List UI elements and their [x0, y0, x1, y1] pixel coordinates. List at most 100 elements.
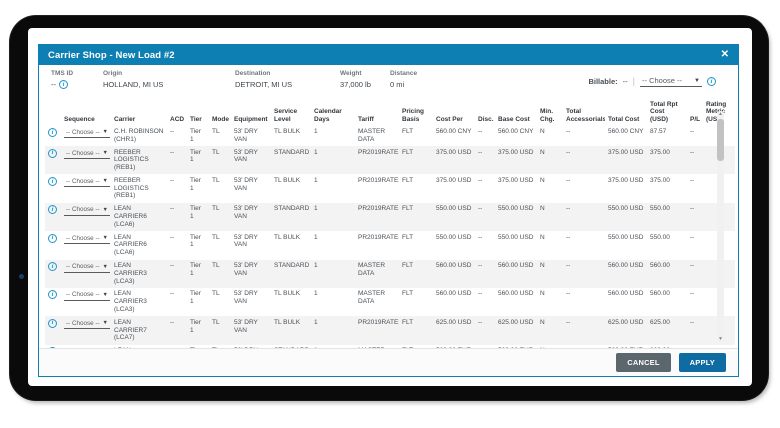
cell-acd: --	[167, 345, 187, 348]
row-info-icon[interactable]: i	[48, 290, 57, 300]
column-header: Carrier	[114, 115, 136, 123]
cell-pl: --	[690, 318, 695, 326]
cell-pl: --	[687, 345, 703, 348]
cell-tier: Tier 1	[190, 176, 201, 192]
billable-select[interactable]: -- Choose -- ▼	[640, 75, 702, 87]
cell-total-cost: 560.00 EUR	[605, 345, 647, 348]
cell-cost-per: 560.00 USD	[436, 290, 472, 298]
divider: |	[632, 76, 635, 86]
cell-total-accessorials: --	[566, 318, 571, 326]
column-header: Disc.	[478, 115, 494, 123]
column-header: Equipment	[234, 115, 268, 123]
cell-tariff: PR2019RATES	[358, 318, 399, 326]
sequence-select[interactable]: -- Choose --▼	[64, 319, 110, 330]
cell-tariff: MASTER DATA	[358, 127, 386, 143]
cell-tier: Tier 1	[190, 262, 201, 277]
cell-min-chg: N	[540, 262, 545, 270]
modal-title-bar: Carrier Shop - New Load #2 ✕	[39, 45, 738, 65]
sequence-select[interactable]: -- Choose --▼	[64, 262, 110, 273]
cell-tariff: PR2019RATES	[358, 176, 399, 184]
sequence-select[interactable]: -- Choose --▼	[64, 205, 110, 216]
vertical-scrollbar[interactable]: ▲ ▼	[717, 111, 724, 342]
cell-min-chg: N	[540, 148, 545, 156]
cell-total-rpt-cost-usd: 87.57	[650, 127, 667, 135]
distance-value: 0 mi	[390, 80, 405, 89]
row-info-icon[interactable]: i	[48, 205, 57, 215]
column-header: Min. Chg.	[540, 108, 555, 123]
chevron-down-icon: ▼	[694, 77, 700, 84]
cell-disc: --	[478, 290, 483, 298]
cell-acd: --	[170, 148, 175, 156]
info-icon[interactable]: i	[59, 80, 68, 89]
cell-disc: --	[478, 127, 483, 135]
scroll-down-icon[interactable]: ▼	[718, 336, 723, 342]
cell-pricing-basis: FLT	[399, 345, 433, 348]
column-header: Cost Per	[436, 115, 463, 123]
column-header: Base Cost	[498, 115, 530, 123]
sequence-select[interactable]: -- Choose --▼	[64, 177, 110, 188]
destination-label: Destination	[235, 70, 271, 77]
cell-equipment: 53' DRY VAN	[234, 318, 258, 334]
cell-total-accessorials: --	[566, 290, 571, 298]
column-header: Pricing Basis	[402, 108, 425, 123]
field-weight: Weight 37,000 lb	[340, 70, 390, 89]
device-led	[19, 274, 24, 279]
row-info-icon[interactable]: i	[48, 127, 57, 137]
sequence-select[interactable]: -- Choose --▼	[64, 128, 110, 139]
cell-acd: --	[170, 318, 175, 326]
cell-calendar-days: 1	[314, 318, 318, 326]
cell-tier: Tier 1	[190, 318, 201, 334]
distance-label: Distance	[390, 70, 418, 77]
carrier-code: (REB1)	[114, 164, 136, 172]
cell-pricing-basis: FLT	[402, 127, 414, 135]
row-info-icon[interactable]: i	[48, 233, 57, 243]
apply-button[interactable]: APPLY	[678, 353, 726, 372]
close-icon[interactable]: ✕	[720, 49, 729, 60]
row-info-icon[interactable]: i	[48, 176, 57, 186]
field-distance: Distance 0 mi	[390, 70, 450, 89]
cell-service-level: TL BULK	[274, 127, 301, 135]
cell-disc: --	[478, 233, 483, 241]
scroll-up-icon[interactable]: ▲	[718, 111, 723, 117]
cell-mode: TL	[212, 262, 220, 270]
sequence-select[interactable]: -- Choose --▼	[64, 149, 110, 160]
sequence-select[interactable]: -- Choose --▼	[64, 234, 110, 245]
cell-tier: Tier 1	[190, 233, 201, 249]
cell-base-cost: 550.00 USD	[498, 205, 534, 213]
column-header: Total Accessorials	[566, 108, 605, 123]
sequence-select[interactable]: -- Choose --▼	[64, 290, 110, 301]
cell-total-accessorials: --	[566, 148, 571, 156]
scrollbar-thumb[interactable]	[717, 119, 724, 161]
row-info-icon[interactable]: i	[48, 347, 57, 348]
cell-pricing-basis: FLT	[402, 233, 414, 241]
cell-pricing-basis: FLT	[402, 205, 414, 213]
field-tms-id: TMS ID -- i	[51, 70, 103, 89]
cell-min-chg: N	[540, 318, 545, 326]
billable-label: Billable:	[588, 76, 618, 86]
cancel-button[interactable]: CANCEL	[616, 353, 671, 372]
chevron-down-icon: ▼	[102, 320, 108, 327]
sequence-select[interactable]: -- Choose --▼	[64, 347, 110, 348]
table-row: i -- Choose --▼ LEAN CARRIER3(LCA3) -- Tier …	[45, 259, 735, 288]
cell-pricing-basis: FLT	[402, 318, 414, 326]
cell-acd: --	[170, 290, 175, 298]
row-info-icon[interactable]: i	[48, 148, 57, 158]
cell-total-accessorials: --	[566, 205, 571, 213]
cell-tariff: PR2019RATES	[358, 233, 399, 241]
cell-service-level: STANDARD	[271, 345, 311, 348]
billable-select-placeholder: -- Choose --	[642, 76, 683, 85]
cell-pl: --	[690, 127, 695, 135]
chevron-down-icon: ▼	[102, 178, 108, 185]
row-info-icon[interactable]: i	[48, 262, 57, 272]
cell-service-level: STANDARD	[274, 148, 310, 156]
cell-mode: TL	[212, 205, 220, 213]
cell-mode: TL	[212, 233, 220, 241]
info-icon[interactable]: i	[707, 76, 716, 86]
cell-total-rpt-cost-usd: 375.00	[650, 148, 670, 156]
row-info-icon[interactable]: i	[48, 318, 57, 328]
column-header: Tariff	[358, 115, 374, 123]
table-row: i -- Choose -- ▼ LEAN CARRIER6 (LCA6) -- Tier …	[45, 231, 735, 259]
cell-total-rpt-cost-usd: 550.00	[650, 233, 670, 241]
billable-value: --	[622, 76, 628, 86]
cell-calendar-days: 1	[314, 205, 318, 213]
